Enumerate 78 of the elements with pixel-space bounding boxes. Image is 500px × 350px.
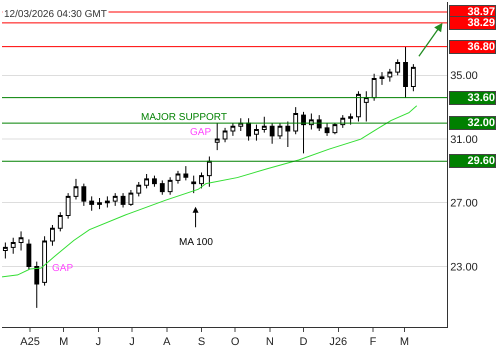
candlestick <box>120 192 126 208</box>
candlestick <box>128 189 134 206</box>
y-tick-label: 35.00 <box>450 70 478 82</box>
candlestick <box>372 73 377 102</box>
ref-line-label: 33.60 <box>467 92 495 104</box>
candlestick <box>230 122 236 136</box>
y-tick-label: 31.00 <box>450 134 478 146</box>
annotation: MAJOR SUPPORT <box>141 112 227 123</box>
candlestick <box>387 68 392 82</box>
candlestick <box>26 238 32 270</box>
x-tick-label: J <box>129 336 135 348</box>
candlestick <box>356 90 361 122</box>
candlestick <box>97 197 102 210</box>
x-tick-label: M <box>400 336 409 348</box>
candlestick <box>50 224 55 246</box>
candlestick <box>395 58 400 76</box>
candlestick <box>176 170 180 184</box>
annotation: MA 100 <box>179 237 214 248</box>
candlestick <box>332 122 338 135</box>
ref-line-label: 32.00 <box>467 117 495 129</box>
candlestick <box>380 72 384 86</box>
candlestick <box>262 116 267 134</box>
ref-line-label: 38.29 <box>467 17 495 29</box>
candlestick <box>104 196 110 208</box>
candlestick <box>285 120 290 148</box>
x-tick-label: J26 <box>329 336 348 348</box>
ref-line-label: 38.97 <box>467 6 495 18</box>
candlestick <box>301 111 306 154</box>
candlestick <box>403 46 408 98</box>
candlestick <box>191 175 196 194</box>
candlestick <box>270 122 275 144</box>
candlestick <box>246 118 252 142</box>
candlestick <box>42 236 48 286</box>
ref-line-label: 36.80 <box>467 41 495 53</box>
candlestick <box>66 192 71 220</box>
candlestick <box>81 183 86 206</box>
candlestick <box>324 122 330 136</box>
candlestick <box>136 182 142 197</box>
candlestick <box>222 127 228 143</box>
x-tick-label: O <box>230 336 240 348</box>
candlestick <box>238 118 244 132</box>
x-tick-label: A <box>163 336 172 348</box>
candlestick <box>348 113 354 126</box>
candlestick <box>112 192 118 206</box>
candlestick <box>410 64 416 92</box>
candlestick <box>160 180 165 196</box>
ref-line-label: 29.60 <box>467 155 495 167</box>
candlestick <box>278 122 282 140</box>
y-tick-label: 27.00 <box>450 198 478 210</box>
candlestick <box>199 172 204 189</box>
x-tick-label: F <box>370 336 377 348</box>
annotation: GAP <box>190 127 212 138</box>
candlestick <box>144 174 150 189</box>
annotation: GAP <box>52 263 74 274</box>
candlestick <box>152 175 157 188</box>
x-tick-label: J <box>96 336 102 348</box>
candlestick <box>58 212 63 232</box>
candlestick <box>89 196 94 212</box>
candlestick <box>34 261 40 308</box>
annotation: 12/03/2026 04:30 GMT <box>4 9 107 20</box>
x-tick-label: M <box>59 336 68 348</box>
candlestick <box>293 106 298 135</box>
candlestick <box>214 122 220 151</box>
candlestick <box>18 230 24 252</box>
x-tick-label: D <box>300 336 308 348</box>
candlestick <box>2 242 8 259</box>
candlestick <box>10 237 16 254</box>
y-tick-label: 23.00 <box>450 261 478 274</box>
x-tick-label: A25 <box>20 336 40 348</box>
candlestick <box>364 90 369 122</box>
candlestick <box>206 156 212 188</box>
candlestick <box>183 166 188 181</box>
candlestick <box>254 124 259 142</box>
x-tick-label: N <box>266 336 274 348</box>
x-tick-label: S <box>198 336 206 348</box>
candlestick <box>168 176 173 196</box>
line-series <box>2 105 418 278</box>
candlestick <box>74 178 78 200</box>
